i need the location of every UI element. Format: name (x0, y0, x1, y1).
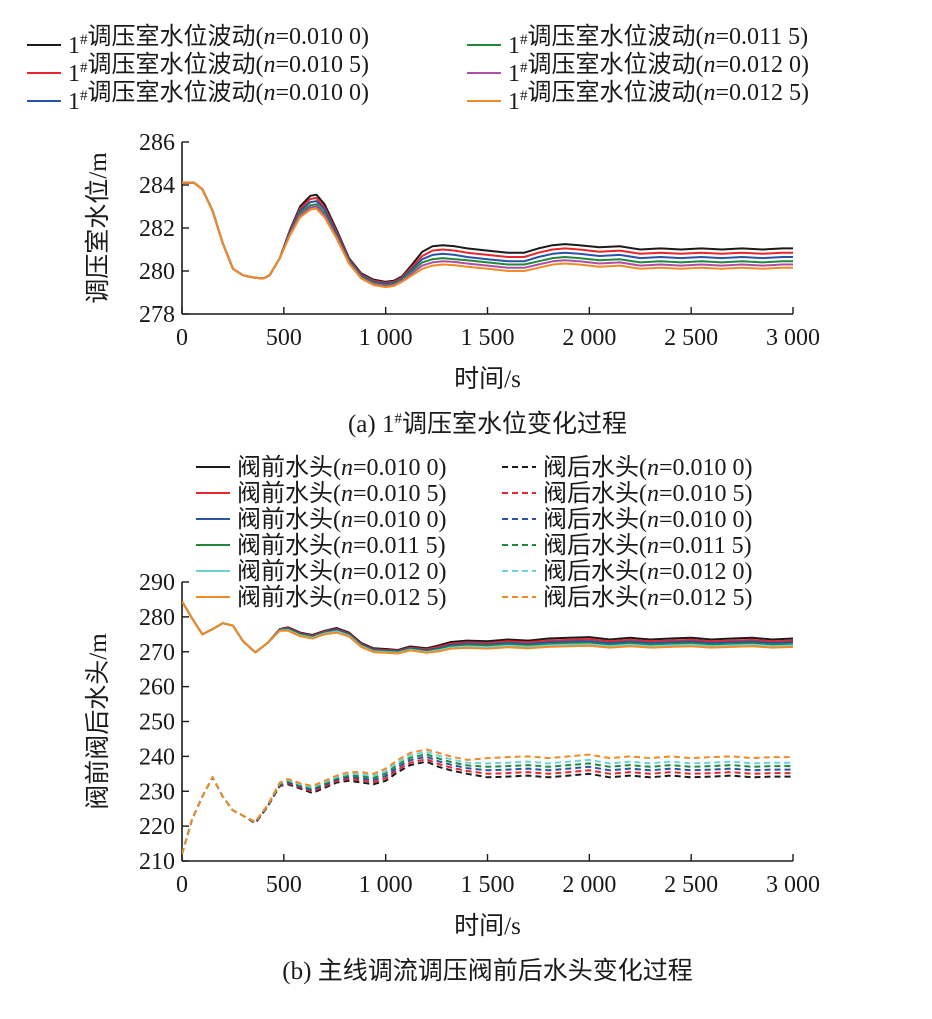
panel-b-valve-head-chart: 0 500 1 000 1 500 2 000 2 500 3 000 210 220 230 24… (84, 454, 820, 985)
x-tick-label: 1 000 (359, 325, 413, 351)
series-line-after-valve-8 (182, 755, 793, 855)
y-axis-label: 调压室水位/m (84, 152, 112, 304)
legend-label: 阀前水头(n=0.010 5) (237, 480, 447, 507)
legend-label: 阀后水头(n=0.012 5) (543, 584, 753, 611)
legend-label: 阀前水头(n=0.012 5) (237, 584, 447, 611)
legend-label: 阀前水头(n=0.012 0) (237, 558, 447, 585)
series-line-after-valve-9 (182, 753, 793, 855)
x-tick-label: 3 000 (766, 872, 820, 898)
x-axis-label: 时间/s (454, 365, 521, 393)
series-line-after-valve-6 (182, 760, 793, 855)
panel-a-water-level-chart: 0 500 1 000 1 500 2 000 2 500 3 000 278 280 282 28… (27, 23, 820, 438)
y-tick-label: 284 (139, 173, 175, 199)
series-group (182, 600, 793, 855)
y-tick-label: 270 (139, 640, 175, 666)
legend-label: 1#调压室水位波动(n=0.010 0) (68, 79, 369, 115)
y-tick-label: 210 (139, 849, 175, 875)
y-tick-label: 260 (139, 675, 175, 701)
legend-label: 阀后水头(n=0.010 5) (543, 480, 753, 507)
y-tick-label: 282 (139, 216, 175, 242)
y-tick-label: 290 (139, 570, 175, 596)
chart-caption: (b) 主线调流调压阀前后水头变化过程 (282, 957, 692, 985)
series-line-before-valve-5 (182, 600, 793, 655)
legend-label: 阀前水头(n=0.011 5) (237, 532, 446, 559)
y-tick-label: 280 (139, 259, 175, 285)
legend-label: 阀后水头(n=0.012 0) (543, 558, 753, 585)
series-group (182, 181, 793, 289)
y-tick-label: 286 (139, 130, 175, 156)
y-tick-label: 220 (139, 814, 175, 840)
x-tick-label: 500 (266, 325, 302, 351)
y-tick-label: 280 (139, 605, 175, 631)
x-tick-label: 1 000 (359, 872, 413, 898)
legend-label: 阀后水头(n=0.010 0) (543, 454, 753, 481)
x-tick-label: 500 (266, 872, 302, 898)
legend-label: 阀前水头(n=0.010 0) (237, 506, 447, 533)
y-tick-label: 278 (139, 302, 175, 328)
chart-caption: (a) 1#调压室水位变化过程 (348, 410, 627, 438)
y-tick-label: 230 (139, 779, 175, 805)
series-line-after-valve-11 (182, 748, 793, 855)
legend-label: 阀后水头(n=0.011 5) (543, 532, 752, 559)
x-tick-label: 1 500 (461, 872, 515, 898)
series-line-before-valve-4 (182, 181, 793, 287)
y-tick-label: 240 (139, 744, 175, 770)
y-tick-label: 250 (139, 710, 175, 736)
x-tick-label: 2 000 (562, 872, 616, 898)
x-tick-label: 0 (176, 872, 188, 898)
x-tick-label: 1 500 (461, 325, 515, 351)
series-line-before-valve-5 (182, 181, 793, 289)
x-tick-label: 2 500 (664, 872, 718, 898)
x-tick-label: 2 000 (562, 325, 616, 351)
x-tick-label: 3 000 (766, 325, 820, 351)
x-tick-label: 0 (176, 325, 188, 351)
x-axis-label: 时间/s (454, 912, 521, 940)
x-tick-label: 2 500 (664, 325, 718, 351)
legend-label: 1#调压室水位波动(n=0.012 5) (508, 79, 809, 115)
series-line-after-valve-7 (182, 758, 793, 855)
y-axis-label: 阀前阀后水头/m (84, 633, 112, 810)
legend-label: 阀后水头(n=0.010 0) (543, 506, 753, 533)
legend-label: 阀前水头(n=0.010 0) (237, 454, 447, 481)
